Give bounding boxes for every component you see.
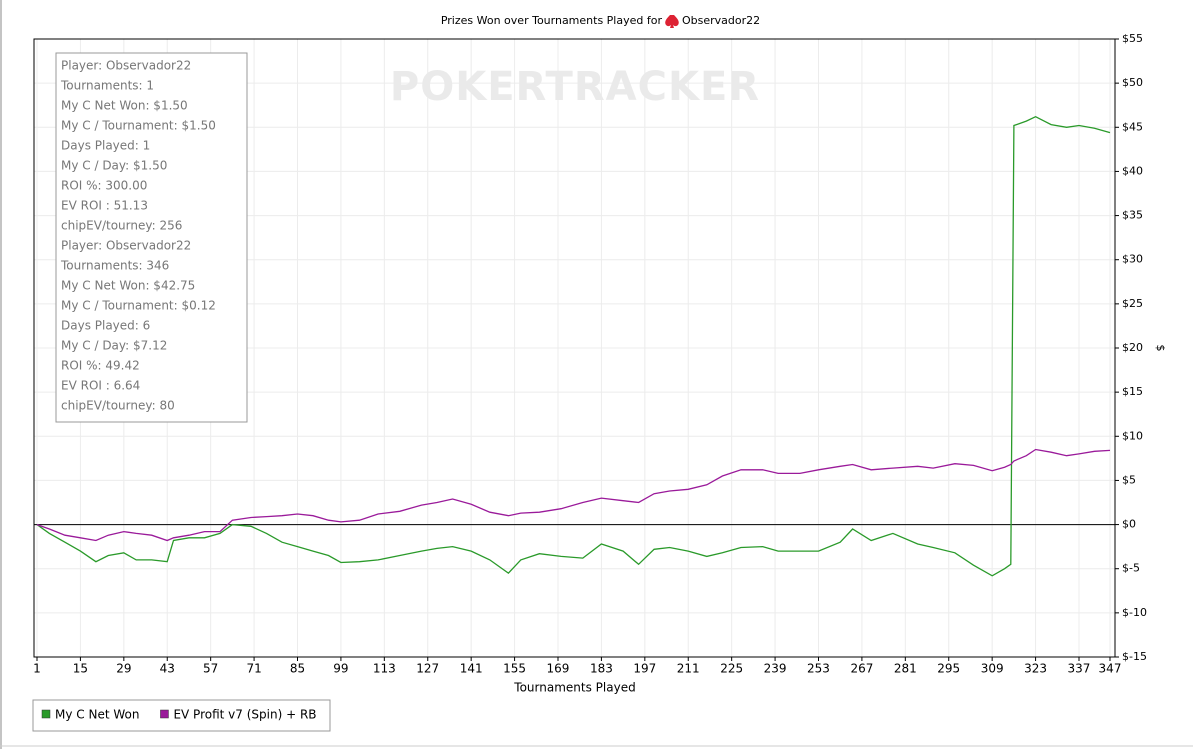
y-tick-label: $30	[1122, 253, 1143, 266]
x-tick-label: 85	[290, 662, 305, 676]
x-tick-label: 347	[1099, 662, 1122, 676]
stats-line: Days Played: 6	[61, 319, 150, 333]
stats-line: My C / Day: $7.12	[61, 339, 167, 353]
y-tick-label: $45	[1122, 120, 1143, 133]
stats-line: Days Played: 1	[61, 139, 150, 153]
y-tick-label: $0	[1122, 518, 1136, 531]
legend-swatch	[160, 709, 169, 719]
x-tick-label: 99	[333, 662, 348, 676]
chart-title: Prizes Won over Tournaments Played for	[441, 14, 663, 27]
stats-line: Player: Observador22	[61, 59, 191, 73]
x-tick-label: 169	[547, 662, 570, 676]
y-tick-label: $40	[1122, 164, 1143, 177]
x-tick-label: 239	[764, 662, 787, 676]
watermark: POKERTRACKER	[390, 64, 760, 110]
stats-box	[55, 52, 248, 423]
stats-line: chipEV/tourney: 80	[61, 399, 175, 413]
x-tick-label: 309	[981, 662, 1004, 676]
y-tick-label: $50	[1122, 76, 1143, 89]
x-tick-label: 71	[246, 662, 261, 676]
stats-line: My C / Day: $1.50	[61, 159, 167, 173]
stats-line: Tournaments: 1	[60, 79, 154, 93]
legend-swatch	[41, 709, 51, 719]
x-tick-label: 43	[160, 662, 175, 676]
stats-line: My C Net Won: $1.50	[61, 99, 188, 113]
x-tick-label: 57	[203, 662, 218, 676]
x-tick-label: 323	[1024, 662, 1047, 676]
stats-line: EV ROI : 51.13	[61, 199, 148, 213]
stats-line: ROI %: 300.00	[61, 179, 147, 193]
y-tick-label: $15	[1122, 385, 1143, 398]
x-tick-label: 155	[503, 662, 526, 676]
stats-line: My C / Tournament: $0.12	[61, 299, 216, 313]
legend-label: EV Profit v7 (Spin) + RB	[173, 708, 316, 722]
x-tick-label: 295	[937, 662, 960, 676]
stats-line: ROI %: 49.42	[61, 359, 140, 373]
x-tick-label: 337	[1068, 662, 1091, 676]
x-tick-label: 127	[416, 662, 439, 676]
stats-line: chipEV/tourney: 256	[61, 219, 182, 233]
x-tick-label: 267	[850, 662, 873, 676]
x-tick-label: 141	[460, 662, 483, 676]
y-tick-label: $55	[1122, 32, 1143, 45]
series-line	[36, 115, 1111, 577]
stats-line: Tournaments: 346	[60, 259, 169, 273]
y-tick-label: $-15	[1122, 650, 1147, 663]
chart-title-player: Observador22	[682, 14, 760, 27]
stats-line: My C / Tournament: $1.50	[61, 119, 216, 133]
x-tick-label: 211	[677, 662, 700, 676]
x-tick-label: 253	[807, 662, 830, 676]
y-tick-label: $-5	[1122, 562, 1140, 575]
x-tick-label: 29	[116, 662, 131, 676]
x-tick-label: 197	[633, 662, 656, 676]
plot-border	[33, 38, 1116, 658]
x-tick-label: 113	[373, 662, 396, 676]
y-tick-label: $35	[1122, 209, 1143, 222]
legend-label: My C Net Won	[55, 708, 139, 722]
stats-line: Player: Observador22	[61, 239, 191, 253]
stats-line: My C Net Won: $42.75	[61, 279, 195, 293]
x-tick-label: 183	[590, 662, 613, 676]
y-tick-label: $5	[1122, 473, 1136, 486]
series-line	[36, 448, 1111, 542]
y-tick-label: $20	[1122, 341, 1143, 354]
y-tick-label: $25	[1122, 297, 1143, 310]
x-tick-label: 1	[33, 662, 41, 676]
stats-line: EV ROI : 6.64	[61, 379, 140, 393]
x-tick-label: 15	[73, 662, 88, 676]
x-tick-label: 281	[894, 662, 917, 676]
y-tick-label: $-10	[1122, 606, 1147, 619]
x-tick-label: 225	[720, 662, 743, 676]
legend-box	[32, 699, 331, 732]
x-axis-label: Tournaments Played	[513, 681, 635, 695]
y-axis-label: $	[1154, 345, 1167, 352]
spade-icon	[665, 15, 679, 28]
y-tick-label: $10	[1122, 429, 1143, 442]
